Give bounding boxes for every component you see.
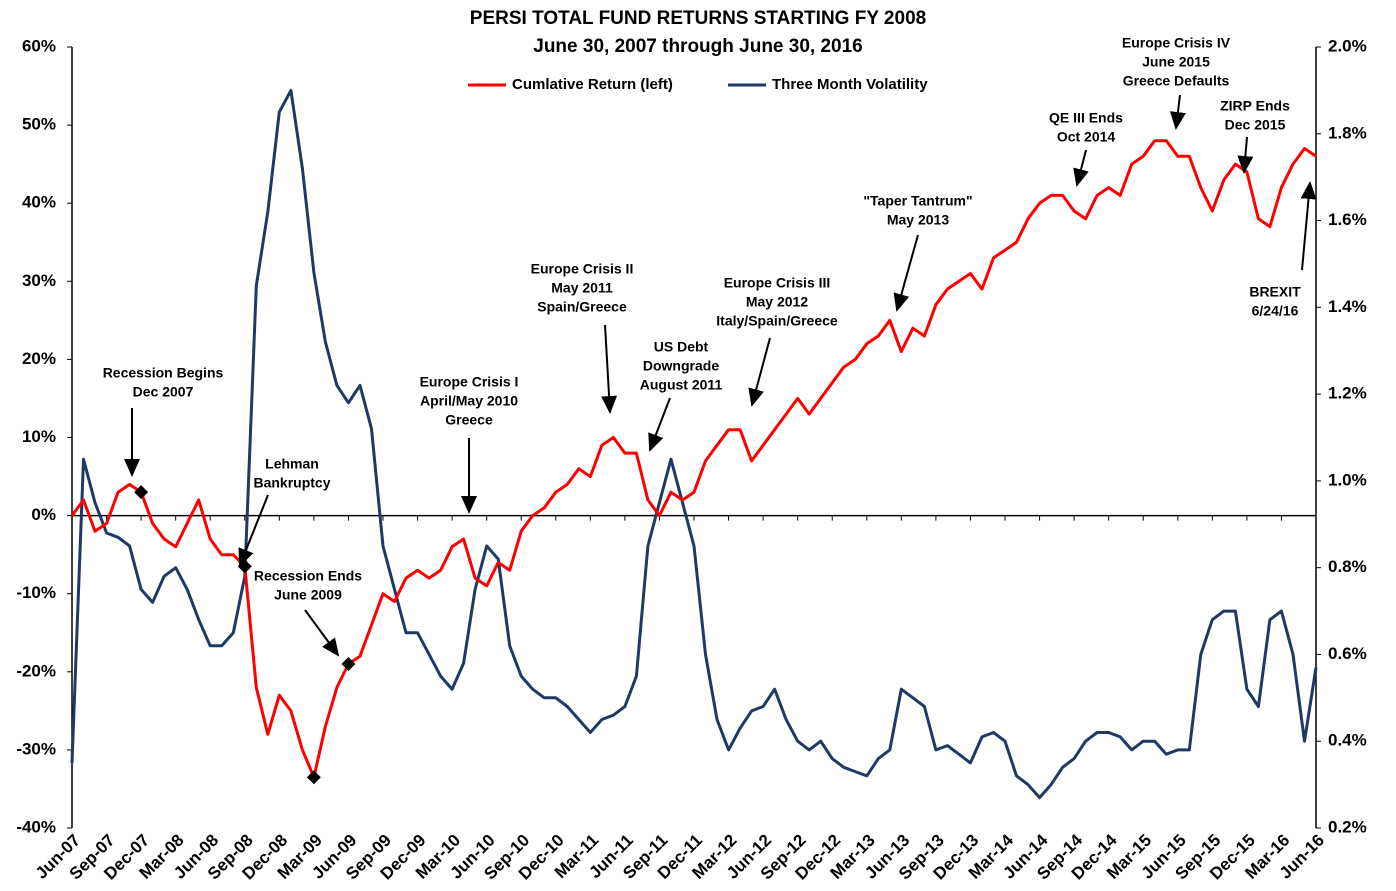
- annotation: Europe Crisis I: [420, 374, 519, 390]
- annotation-arrow: [238, 494, 269, 567]
- annotation-arrow: [1300, 181, 1317, 271]
- y-tick-label: -30%: [16, 739, 56, 758]
- annotation: Europe Crisis II: [531, 261, 634, 277]
- annotation-arrow: [748, 337, 771, 407]
- series-line: [70, 139, 1317, 779]
- y2-tick-label: 0.6%: [1328, 644, 1367, 663]
- annotation-arrow: [1237, 136, 1254, 174]
- annotation-arrow: [893, 234, 919, 312]
- annotation-arrow: [304, 609, 340, 657]
- annotation: Downgrade: [643, 358, 719, 374]
- legend-label: Three Month Volatility: [772, 76, 928, 93]
- annotation: Europe Crisis III: [724, 275, 831, 291]
- legend-label: Cumlative Return (left): [512, 76, 673, 93]
- annotation: "Taper Tantrum": [863, 193, 972, 209]
- annotation-arrow: [601, 324, 618, 414]
- y2-tick-label: 1.4%: [1328, 297, 1367, 316]
- y2-tick-label: 0.2%: [1328, 817, 1367, 836]
- y2-tick-label: 1.6%: [1328, 210, 1367, 229]
- annotation: June 2015: [1142, 54, 1210, 70]
- y-tick-label: 20%: [22, 349, 56, 368]
- y-tick-label: 30%: [22, 271, 56, 290]
- annotation: Recession Begins: [103, 365, 224, 381]
- chart-title: PERSI TOTAL FUND RETURNS STARTING FY 200…: [470, 8, 926, 29]
- annotation: May 2011: [551, 280, 613, 296]
- annotation: Spain/Greece: [537, 299, 627, 315]
- annotation: US Debt: [654, 339, 709, 355]
- annotation: Italy/Spain/Greece: [716, 313, 838, 329]
- y-tick-label: -40%: [16, 817, 56, 836]
- annotation: Greece: [445, 412, 493, 428]
- y2-tick-label: 2.0%: [1328, 36, 1367, 55]
- annotation: 6/24/16: [1252, 303, 1299, 319]
- annotation: BREXIT: [1249, 284, 1301, 300]
- annotation: May 2012: [746, 294, 808, 310]
- y-tick-label: 50%: [22, 115, 56, 134]
- annotation-arrow: [1169, 94, 1186, 130]
- y2-tick-label: 1.0%: [1328, 470, 1367, 489]
- annotation: Dec 2007: [133, 384, 194, 400]
- annotation: ZIRP Ends: [1220, 98, 1290, 114]
- annotation: Recession Ends: [254, 568, 362, 584]
- y-tick-label: 60%: [22, 36, 56, 55]
- annotation: Greece Defaults: [1123, 73, 1230, 89]
- annotation: Dec 2015: [1225, 117, 1286, 133]
- y-tick-label: -10%: [16, 583, 56, 602]
- annotation-arrow: [1073, 149, 1089, 187]
- event-marker: [341, 656, 356, 671]
- chart-subtitle: June 30, 2007 through June 30, 2016: [533, 36, 862, 57]
- annotation: May 2013: [887, 212, 949, 228]
- series-line: [70, 88, 1318, 800]
- annotation: April/May 2010: [420, 393, 518, 409]
- y-tick-label: 10%: [22, 427, 56, 446]
- annotation: Bankruptcy: [253, 475, 330, 491]
- annotation: August 2011: [640, 377, 723, 393]
- event-marker: [306, 770, 321, 785]
- y2-tick-label: 1.2%: [1328, 384, 1367, 403]
- annotation-arrow: [648, 397, 671, 452]
- annotation: QE III Ends: [1049, 110, 1123, 126]
- event-marker: [134, 485, 149, 500]
- y-tick-label: 0%: [31, 505, 56, 524]
- annotation: Lehman: [265, 456, 319, 472]
- y-tick-label: -20%: [16, 661, 56, 680]
- annotation: Europe Crisis IV: [1122, 35, 1231, 51]
- y2-tick-label: 0.4%: [1328, 731, 1367, 750]
- y2-tick-label: 0.8%: [1328, 557, 1367, 576]
- y2-tick-label: 1.8%: [1328, 123, 1367, 142]
- annotation: June 2009: [274, 587, 342, 603]
- y-tick-label: 40%: [22, 193, 56, 212]
- annotation: Oct 2014: [1057, 129, 1116, 145]
